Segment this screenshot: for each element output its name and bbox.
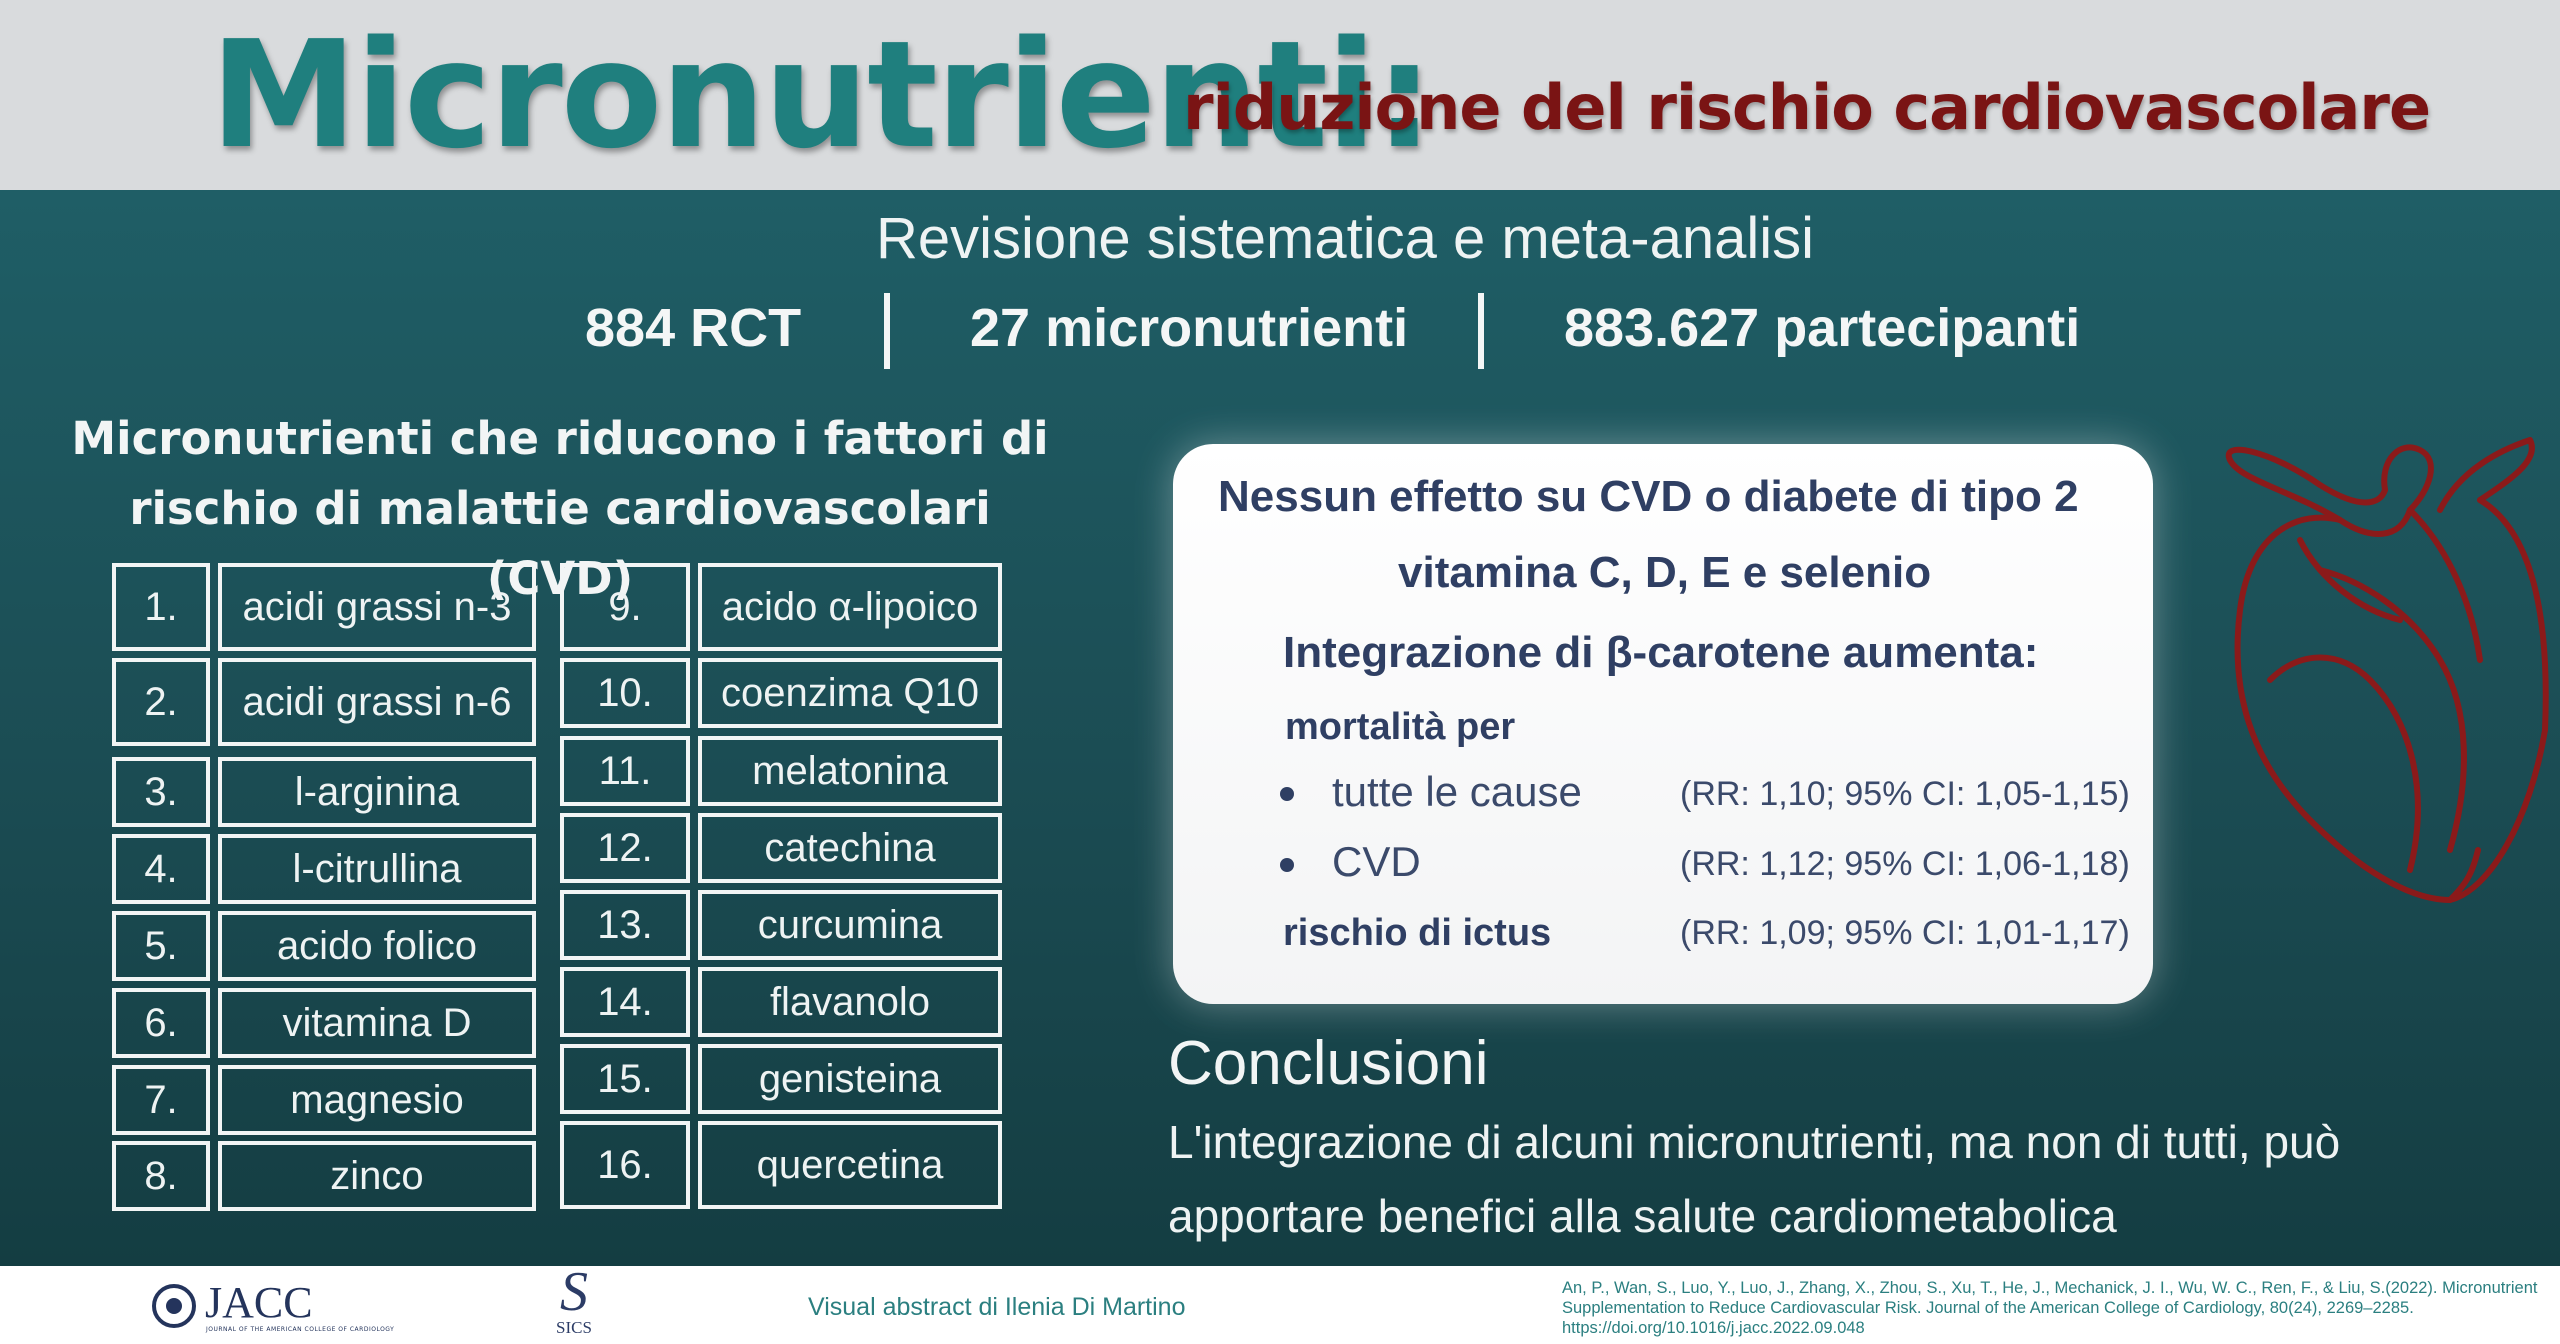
beta-carotene-heading: Integrazione di β-carotene aumenta:	[1283, 628, 2039, 677]
stat-divider	[884, 293, 890, 369]
left-panel-title: Micronutrienti che riducono i fattori di…	[60, 404, 1060, 614]
item-name: acido α-lipoico	[698, 563, 1002, 651]
conclusion-title: Conclusioni	[1168, 1029, 1489, 1098]
item-name: magnesio	[218, 1065, 536, 1135]
item-name: vitamina D	[218, 988, 536, 1058]
item-number: 13.	[560, 890, 690, 960]
mortality-label: mortalità per	[1285, 706, 1516, 748]
item-number: 5.	[112, 911, 210, 981]
page-subtitle: riduzione del rischio cardiovascolare	[1183, 71, 2431, 144]
effect-rr: (RR: 1,10; 95% CI: 1,05-1,15)	[1680, 775, 2130, 813]
no-effect-items: vitamina C, D, E e selenio	[1398, 548, 1932, 597]
footer-bar	[0, 1266, 2560, 1344]
item-name: acidi grassi n-6	[218, 658, 536, 746]
page-title: Micronutrienti:	[210, 9, 1434, 181]
no-effect-heading: Nessun effetto su CVD o diabete di tipo …	[1218, 472, 2079, 521]
item-number: 15.	[560, 1044, 690, 1114]
item-number: 2.	[112, 658, 210, 746]
conclusion-text: L'integrazione di alcuni micronutrienti,…	[1168, 1116, 2341, 1242]
effect-rr: (RR: 1,12; 95% CI: 1,06-1,18)	[1680, 845, 2130, 883]
item-number: 1.	[112, 563, 210, 651]
item-number: 10.	[560, 658, 690, 728]
stat-participants: 883.627 partecipanti	[1564, 298, 2081, 358]
item-number: 16.	[560, 1121, 690, 1209]
left-title-line1: Micronutrienti che riducono i fattori di	[71, 412, 1049, 465]
item-name: acido folico	[218, 911, 536, 981]
item-number: 3.	[112, 757, 210, 827]
stat-rct: 884 RCT	[585, 298, 802, 358]
item-number: 7.	[112, 1065, 210, 1135]
stroke-label: rischio di ictus	[1283, 912, 1552, 954]
item-name: zinco	[218, 1141, 536, 1211]
bullet-icon	[1280, 787, 1294, 801]
item-number: 6.	[112, 988, 210, 1058]
item-name: melatonina	[698, 736, 1002, 806]
item-name: genisteina	[698, 1044, 1002, 1114]
item-number: 14.	[560, 967, 690, 1037]
stroke-rr: (RR: 1,09; 95% CI: 1,01-1,17)	[1680, 914, 2130, 952]
item-name: l-citrullina	[218, 834, 536, 904]
jacc-seal-icon	[152, 1284, 196, 1328]
item-name: flavanolo	[698, 967, 1002, 1037]
stat-divider	[1478, 293, 1484, 369]
heart-icon	[2225, 437, 2549, 903]
results-card	[1173, 444, 2153, 1004]
item-number: 8.	[112, 1141, 210, 1211]
jacc-logo: JACC	[205, 1278, 313, 1327]
item-name: l-arginina	[218, 757, 536, 827]
citation: An, P., Wan, S., Luo, Y., Luo, J., Zhang…	[1562, 1279, 2538, 1337]
header-bar	[0, 0, 2560, 190]
item-number: 9.	[560, 563, 690, 651]
item-name: catechina	[698, 813, 1002, 883]
item-name: acidi grassi n-3	[218, 563, 536, 651]
study-type: Revisione sistematica e meta-analisi	[875, 206, 1815, 271]
author-credit: Visual abstract di Ilenia Di Martino	[808, 1293, 1186, 1321]
jacc-subtitle: JOURNAL OF THE AMERICAN COLLEGE OF CARDI…	[206, 1326, 395, 1333]
item-number: 11.	[560, 736, 690, 806]
item-number: 4.	[112, 834, 210, 904]
item-name: curcumina	[698, 890, 1002, 960]
item-number: 12.	[560, 813, 690, 883]
effect-label: CVD	[1332, 838, 1421, 885]
effect-label: tutte le cause	[1332, 768, 1582, 815]
item-name: quercetina	[698, 1121, 1002, 1209]
sics-logo: SICS	[556, 1318, 592, 1337]
sics-logo-mark: S	[560, 1261, 588, 1323]
stat-micronutrients: 27 micronutrienti	[970, 298, 1409, 358]
item-name: coenzima Q10	[698, 658, 1002, 728]
bullet-icon	[1280, 858, 1294, 872]
